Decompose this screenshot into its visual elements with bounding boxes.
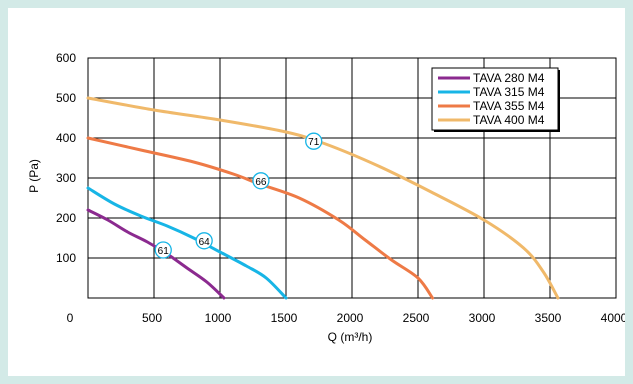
curve-marker-label: 66: [255, 177, 267, 188]
x-tick-label: 3000: [469, 311, 496, 325]
y-tick-label: 200: [56, 211, 76, 225]
x-tick-label: 3500: [535, 311, 562, 325]
curve-marker-label: 61: [158, 246, 170, 257]
x-tick-label: 0: [67, 311, 74, 325]
legend-entry-label: TAVA 400 M4: [473, 113, 545, 127]
x-tick-label: 500: [142, 311, 162, 325]
curve-marker-circle: [154, 241, 172, 259]
tick-labels: 0 500 1000 1500 2000 2500 3000 3500 4000 100 200 30…: [56, 51, 625, 325]
y-tick-label: 100: [56, 251, 76, 265]
fan-performance-chart: 61 64 66 71 0 500 1000 1500 2000 2500 3000 3500 400…: [27, 51, 625, 344]
x-tick-label: 1500: [271, 311, 298, 325]
y-tick-label: 300: [56, 171, 76, 185]
y-tick-label: 600: [56, 51, 76, 65]
series-line: [86, 186, 288, 300]
y-tick-label: 500: [56, 91, 76, 105]
chart-panel: 61 64 66 71 0 500 1000 1500 2000 2500 3000 3500 400…: [8, 8, 625, 376]
curve-marker-circle: [252, 172, 270, 190]
legend-entry-label: TAVA 280 M4: [473, 71, 545, 85]
curve-marker-label: 71: [308, 137, 320, 148]
legend-entry-label: TAVA 315 M4: [473, 85, 545, 99]
series-line: [86, 136, 435, 300]
x-tick-label: 2000: [337, 311, 364, 325]
series-line: [86, 96, 560, 300]
markers-layer: 61 64 66 71: [154, 132, 323, 259]
y-tick-label: 400: [56, 131, 76, 145]
curve-marker-circle: [195, 232, 213, 250]
x-tick-label: 2500: [403, 311, 430, 325]
x-tick-label: 1000: [205, 311, 232, 325]
curve-marker-label: 64: [199, 237, 211, 248]
x-tick-label: 4000: [601, 311, 625, 325]
x-axis-label: Q (m³/h): [328, 330, 373, 344]
curve-marker-circle: [305, 132, 323, 150]
legend-entry-label: TAVA 355 M4: [473, 99, 545, 113]
y-axis-label: P (Pa): [27, 159, 41, 193]
